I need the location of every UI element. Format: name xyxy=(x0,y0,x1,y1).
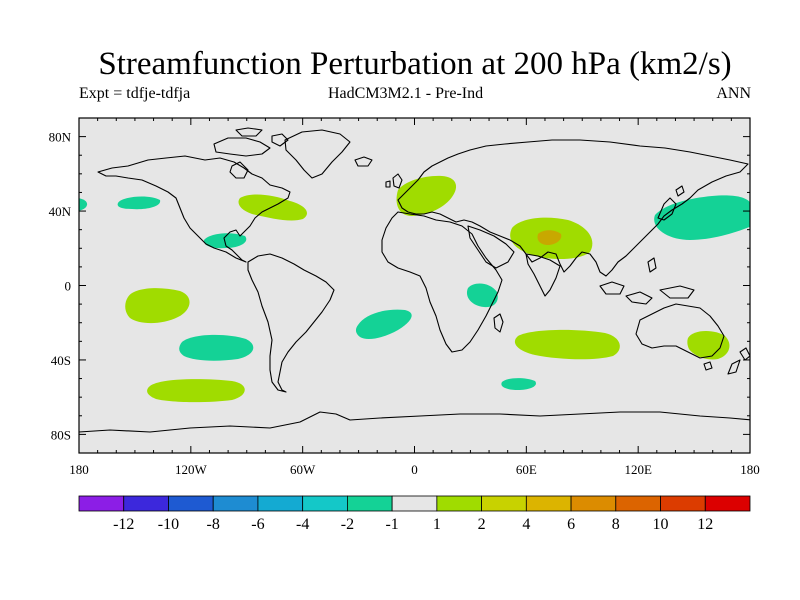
coast-australia xyxy=(635,303,725,359)
map-title: Streamfunction Perturbation at 200 hPa (… xyxy=(98,46,732,82)
anomaly-south-asia-core xyxy=(537,230,562,245)
colorbar-label: 8 xyxy=(612,516,620,533)
anomaly-south-pacific-south xyxy=(147,379,245,403)
colorbar-swatch xyxy=(212,495,259,512)
colorbar-swatch xyxy=(168,495,214,512)
colorbar-swatch xyxy=(704,495,751,512)
colorbar: -12 -10 -8 -6 -4 -2 -1 1 2 4 6 8 10 12 xyxy=(78,495,751,533)
season-label: ANN xyxy=(716,85,751,102)
coast-india xyxy=(525,253,561,297)
x-tick-label: 60E xyxy=(516,462,537,477)
model-label: HadCM3M2.1 - Pre-Ind xyxy=(328,85,484,102)
colorbar-swatch xyxy=(302,495,348,512)
colorbar-label: -2 xyxy=(341,516,354,533)
coast-iceland xyxy=(354,156,373,167)
anomaly-south-pacific-tropical xyxy=(125,288,190,324)
colorbar-swatch xyxy=(570,495,617,512)
experiment-label: Expt = tdfje-tdfja xyxy=(79,85,191,102)
colorbar-swatch xyxy=(615,495,661,512)
map-background xyxy=(79,118,750,453)
coast-madagascar xyxy=(493,313,504,333)
coast-japan xyxy=(657,185,685,221)
coast-se-asia-islands xyxy=(599,257,695,305)
colorbar-swatch xyxy=(481,495,527,512)
x-tick-label: 120W xyxy=(175,462,208,477)
axis-layer: 180 120W 60W 0 60E 120E 180 80N 40N 0 40S 80S xyxy=(49,118,760,477)
anomaly-north-atlantic-west xyxy=(238,194,307,221)
coast-tasmania xyxy=(703,361,713,371)
coastline-layer xyxy=(79,127,750,433)
anomaly-southeast-australia xyxy=(687,330,730,360)
colorbar-label: -4 xyxy=(296,516,309,533)
colorbar-label: -8 xyxy=(207,516,220,533)
y-tick-label: 40N xyxy=(49,204,72,219)
colorbar-swatch xyxy=(660,495,706,512)
colorbar-label: -1 xyxy=(385,516,398,533)
anomaly-dateline-tip xyxy=(79,198,88,211)
colorbar-label: 6 xyxy=(567,516,575,533)
colorbar-label: 10 xyxy=(653,516,669,533)
colorbar-swatch xyxy=(525,495,572,512)
y-tick-label: 0 xyxy=(65,279,72,294)
colorbar-label: 2 xyxy=(478,516,486,533)
x-tick-label: 60W xyxy=(290,462,316,477)
coast-south-america xyxy=(247,253,335,393)
coast-north-america xyxy=(97,155,291,263)
y-tick-label: 80N xyxy=(49,130,72,145)
colorbar-label: -12 xyxy=(113,516,134,533)
y-tick-label: 80S xyxy=(51,427,71,442)
x-tick-label: 180 xyxy=(740,462,760,477)
coast-arabia xyxy=(467,225,515,269)
anomaly-east-africa xyxy=(466,283,498,308)
x-tick-label: 120E xyxy=(624,462,652,477)
colorbar-swatch xyxy=(78,495,125,512)
colorbar-label: 1 xyxy=(433,516,441,533)
coast-africa xyxy=(381,211,503,353)
colorbar-swatch xyxy=(123,495,169,512)
colorbar-label: -6 xyxy=(251,516,264,533)
anomaly-north-pacific-east xyxy=(117,196,161,210)
coast-eurasia xyxy=(397,139,749,277)
coast-arctic-islands xyxy=(213,127,289,157)
coast-new-zealand xyxy=(727,347,750,375)
coast-british-isles xyxy=(385,173,403,189)
y-tick-label: 40S xyxy=(51,353,71,368)
colorbar-label: -10 xyxy=(158,516,179,533)
anomaly-south-pacific-mid xyxy=(179,334,254,361)
anomaly-south-atlantic xyxy=(355,309,412,340)
coast-antarctica xyxy=(79,411,750,433)
coast-hudson-bay xyxy=(229,161,249,179)
colorbar-swatch xyxy=(346,495,393,512)
colorbar-swatch xyxy=(391,495,438,512)
colorbar-swatch xyxy=(257,495,304,512)
colorbar-swatch xyxy=(436,495,483,512)
colorbar-label: 4 xyxy=(522,516,530,533)
x-tick-label: 180 xyxy=(69,462,89,477)
colorbar-label: 12 xyxy=(697,516,713,533)
anomaly-south-africa-south xyxy=(501,378,536,390)
coast-greenland xyxy=(284,129,351,179)
anomaly-southern-indian-ocean xyxy=(514,329,620,360)
x-tick-label: 0 xyxy=(411,462,418,477)
